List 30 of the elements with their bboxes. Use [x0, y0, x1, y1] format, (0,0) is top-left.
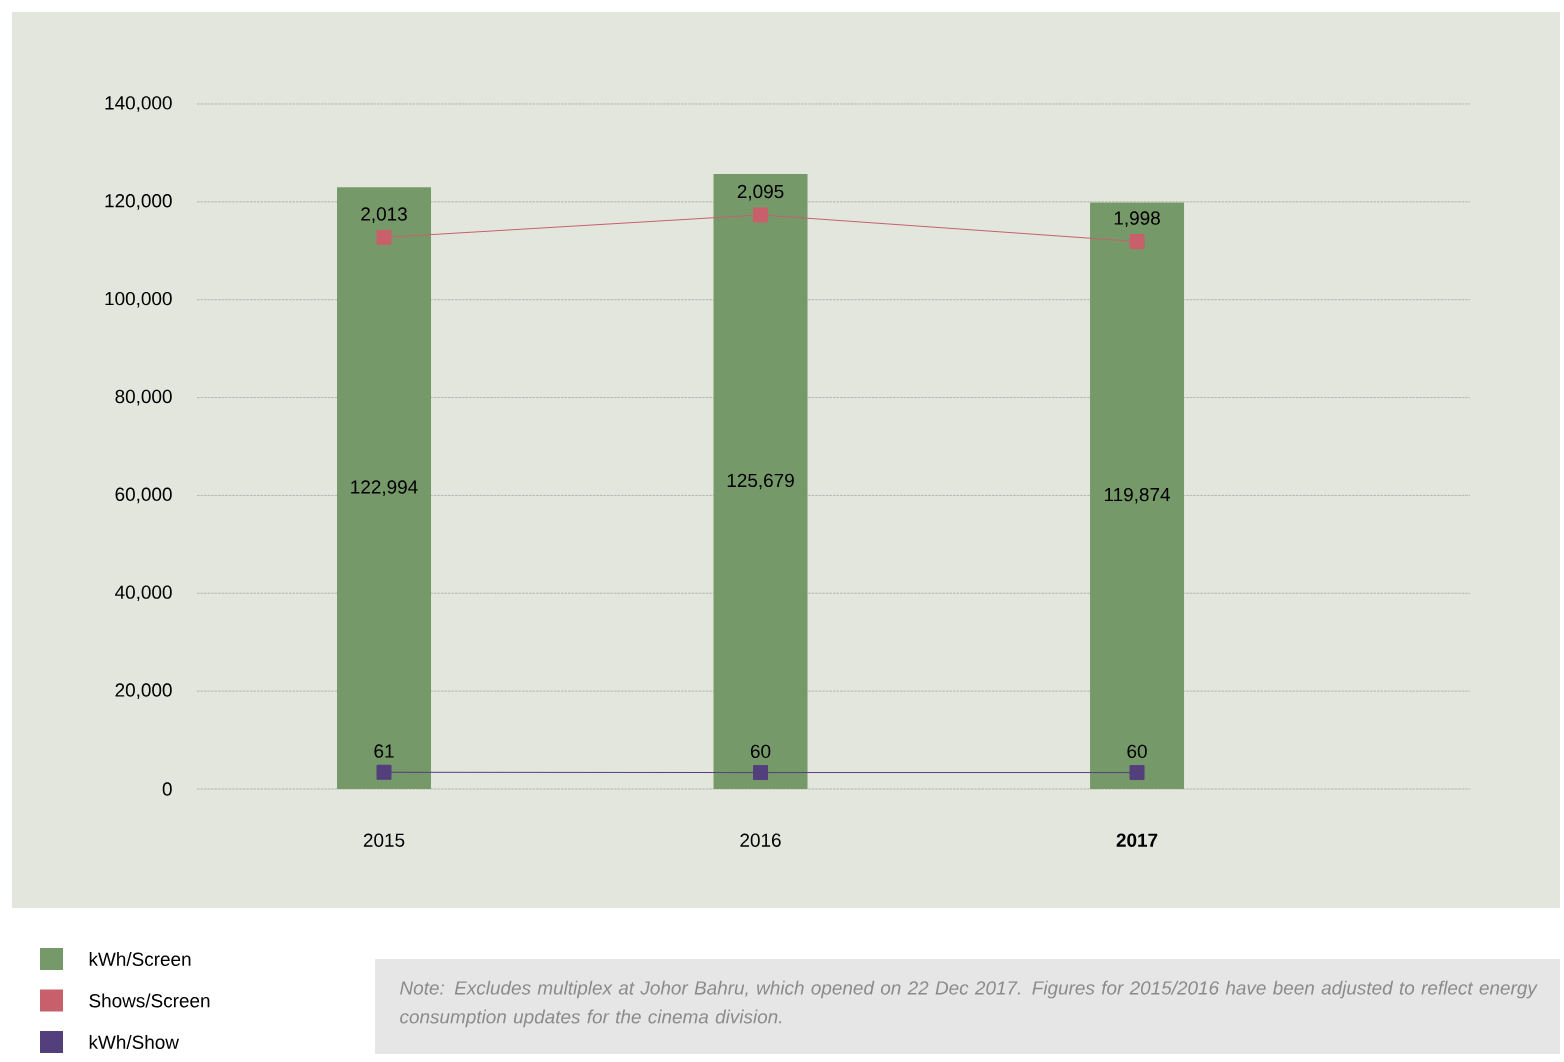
data-label: 119,874 [1104, 487, 1170, 504]
point [376, 229, 392, 245]
y-tick-label: 20,000 [115, 683, 172, 699]
x-tick-label: 2017 [1116, 833, 1158, 847]
data-label: 122,994 [351, 480, 418, 496]
y-tick-label: 100,000 [105, 291, 172, 308]
data-label: 61 [374, 744, 394, 758]
data-label: 2,013 [361, 207, 407, 223]
point [376, 764, 392, 780]
data-label: 60 [750, 744, 771, 759]
point [753, 207, 769, 223]
point [1129, 234, 1145, 250]
point [753, 765, 769, 781]
legend-label: kWh/Screen [89, 952, 191, 966]
y-tick-label: 40,000 [115, 585, 172, 602]
y-tick-label: 0 [162, 782, 172, 796]
y-tick-label: 60,000 [115, 487, 172, 504]
legend-label: Shows/Screen [89, 993, 210, 1008]
x-tick-label: 2016 [740, 833, 781, 847]
data-label: 1,998 [1114, 211, 1160, 228]
text: Note: Excludes multiplex at Johor Bahru, which opened on 22 Dec 2017. Figures for 2015/2016 have been adjusted to reflect energy consumption updates for the cinema division. [400, 980, 1538, 1028]
data-label: 125,679 [727, 473, 794, 490]
y-tick-label: 80,000 [115, 389, 172, 406]
y-tick-label: 120,000 [105, 194, 172, 210]
y-tick-label: 140,000 [105, 96, 172, 112]
data-label: 60 [1127, 744, 1147, 759]
legend-label: kWh/Show [89, 1035, 180, 1049]
point [1129, 765, 1145, 781]
x-tick-label: 2015 [363, 833, 405, 847]
data-label: 2,095 [737, 184, 784, 201]
